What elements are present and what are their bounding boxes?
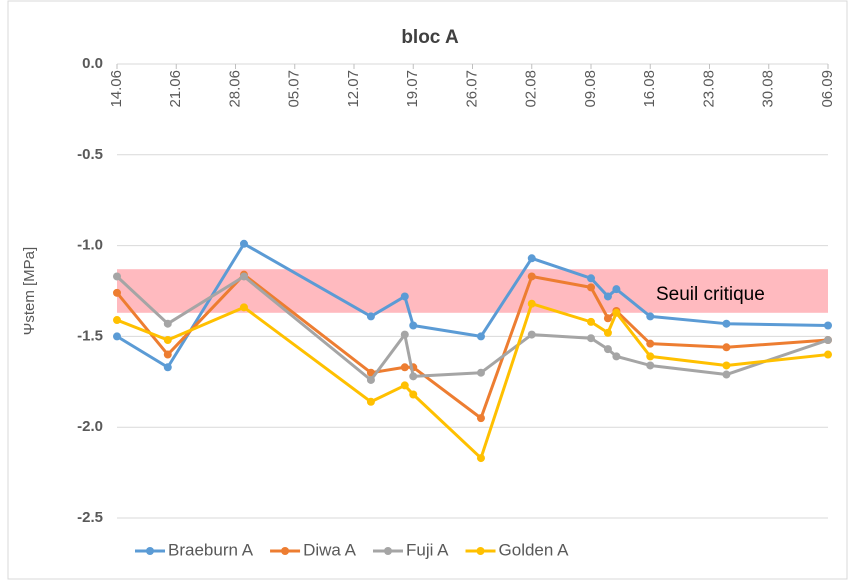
data-point	[366, 375, 375, 384]
legend-marker	[281, 547, 290, 555]
data-point	[113, 272, 121, 281]
y-tick-label: -1.5	[77, 327, 103, 344]
data-point	[113, 288, 121, 297]
data-point	[824, 336, 832, 345]
data-point	[409, 390, 418, 399]
data-point	[163, 319, 172, 328]
legend-marker	[476, 547, 485, 555]
x-tick-label: 21.06	[167, 70, 184, 108]
data-point	[366, 368, 375, 377]
data-point	[409, 321, 418, 330]
legend-label: Diwa A	[303, 540, 357, 559]
x-tick-label: 09.08	[582, 70, 599, 108]
data-point	[587, 334, 595, 343]
data-point	[612, 352, 621, 361]
x-tick-label: 14.06	[108, 70, 125, 108]
data-point	[163, 363, 172, 372]
data-point	[239, 239, 248, 248]
data-point	[527, 272, 536, 281]
x-tick-label: 16.08	[641, 70, 658, 108]
data-point	[400, 292, 409, 301]
data-point	[612, 285, 621, 294]
data-point	[612, 308, 621, 317]
data-point	[527, 254, 536, 263]
y-tick-label: -0.5	[77, 146, 103, 163]
legend-label: Golden A	[499, 540, 570, 559]
legend-label: Fuji A	[406, 540, 449, 559]
data-point	[722, 361, 731, 370]
y-tick-label: -1.0	[77, 237, 103, 254]
data-point	[239, 272, 248, 281]
series-line	[116, 302, 829, 460]
data-point	[587, 317, 595, 326]
y-tick-label: -2.0	[77, 418, 103, 435]
data-point	[400, 330, 409, 339]
data-point	[587, 274, 595, 283]
band-label: Seuil critique	[656, 284, 765, 305]
data-point	[527, 330, 536, 339]
legend-marker	[383, 547, 392, 555]
data-point	[587, 283, 595, 292]
data-point	[366, 312, 375, 321]
data-point	[239, 303, 248, 312]
data-point	[409, 372, 418, 381]
y-tick-label: -2.5	[77, 509, 103, 526]
x-tick-label: 05.07	[286, 70, 303, 108]
x-tick-label: 26.07	[463, 70, 480, 108]
data-point	[113, 316, 121, 325]
data-point	[476, 368, 485, 377]
x-tick-label: 02.08	[523, 70, 540, 108]
data-point	[113, 332, 121, 341]
series-line	[116, 242, 829, 369]
data-point	[646, 312, 655, 321]
chart-title: bloc A	[401, 27, 459, 48]
x-tick-label: 12.07	[345, 70, 362, 108]
y-tick-label: 0.0	[82, 55, 103, 72]
data-point	[476, 414, 485, 423]
legend-marker	[146, 547, 154, 555]
series-line	[115, 273, 829, 420]
data-point	[722, 343, 731, 352]
data-point	[163, 350, 172, 359]
x-tick-label: 28.06	[226, 70, 243, 108]
data-point	[603, 345, 612, 354]
legend-box	[130, 535, 800, 567]
data-point	[603, 328, 612, 337]
data-point	[603, 314, 612, 323]
x-tick-label: 23.08	[700, 70, 717, 108]
y-axis-label: Ψstem [MPa]	[21, 247, 38, 335]
x-tick-label: 19.07	[404, 70, 421, 108]
data-point	[646, 352, 655, 361]
data-point	[366, 397, 375, 406]
data-point	[824, 321, 832, 330]
data-point	[476, 332, 485, 341]
data-point	[400, 381, 409, 390]
data-point	[400, 363, 409, 372]
data-point	[476, 454, 485, 463]
data-point	[603, 292, 612, 301]
data-point	[722, 370, 731, 379]
data-point	[646, 361, 655, 370]
data-point	[824, 350, 832, 359]
x-tick-label: 30.08	[760, 70, 777, 108]
data-point	[527, 299, 536, 308]
data-point	[163, 336, 172, 345]
data-point	[646, 339, 655, 348]
threshold-band	[117, 269, 828, 313]
x-tick-label: 06.09	[819, 70, 836, 108]
data-point	[722, 319, 731, 328]
legend-label: Braeburn A	[168, 540, 254, 559]
series-line	[115, 274, 829, 382]
